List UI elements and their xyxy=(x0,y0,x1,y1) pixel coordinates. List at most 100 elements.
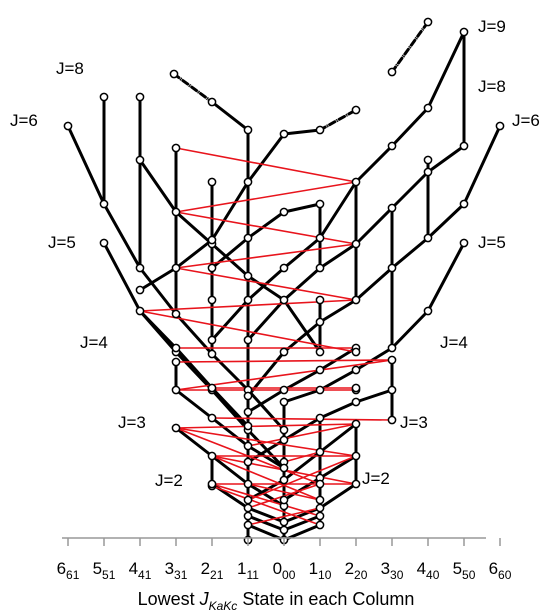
energy-level-node xyxy=(171,207,181,217)
level-line xyxy=(210,30,466,342)
energy-level-node xyxy=(279,207,289,217)
level-line xyxy=(246,422,358,502)
transition-line xyxy=(247,455,357,501)
energy-level-node xyxy=(243,457,253,467)
energy-level-node xyxy=(387,203,397,213)
energy-level-node xyxy=(207,335,217,345)
j-label-left: J=4 xyxy=(80,333,108,352)
j-label-right: J=4 xyxy=(440,333,468,352)
energy-level-node xyxy=(387,385,397,395)
x-axis: 661 551 441 331 221 111 000 110 220 330 440 550 660 … xyxy=(57,537,512,613)
energy-level-node xyxy=(279,475,289,485)
x-tick-label: 440 xyxy=(417,559,440,582)
transition-line xyxy=(175,423,357,429)
energy-level-node xyxy=(207,97,217,107)
energy-level-node xyxy=(207,413,217,423)
energy-level-node xyxy=(135,92,145,102)
energy-level-node xyxy=(243,125,253,135)
energy-level-node xyxy=(315,347,325,357)
energy-level-node xyxy=(315,233,325,243)
x-tick-label: 111 xyxy=(237,559,259,582)
energy-level-node xyxy=(171,357,181,367)
level-line xyxy=(138,95,322,354)
energy-level-node xyxy=(423,306,433,316)
energy-level-node xyxy=(243,495,253,505)
dashed-level-line xyxy=(318,108,358,132)
x-tick-label: 000 xyxy=(273,559,296,582)
energy-level-node xyxy=(243,520,253,530)
energy-level-node xyxy=(315,125,325,135)
energy-level-node xyxy=(423,167,433,177)
energy-level-node xyxy=(315,495,325,505)
energy-level-node xyxy=(279,525,289,535)
energy-level-node xyxy=(459,141,469,151)
energy-level-node xyxy=(315,199,325,209)
energy-level-node xyxy=(243,511,253,521)
energy-level-node xyxy=(171,423,181,433)
energy-level-node xyxy=(171,385,181,395)
x-tick-label: 551 xyxy=(93,559,116,582)
transition-line xyxy=(211,485,321,526)
energy-level-node xyxy=(171,143,181,153)
j-label-left: J=3 xyxy=(118,413,146,432)
energy-level-node xyxy=(351,177,361,187)
energy-level-node xyxy=(279,347,289,357)
transition-line xyxy=(247,483,321,501)
energy-level-node xyxy=(351,397,361,407)
transition-line xyxy=(247,423,357,447)
energy-level-node xyxy=(387,263,397,273)
x-tick-label: 330 xyxy=(381,559,404,582)
energy-level-node xyxy=(387,355,397,365)
x-tick-label: 550 xyxy=(453,559,476,582)
energy-level-node xyxy=(279,129,289,139)
x-tick-label: 110 xyxy=(309,559,332,582)
energy-level-node xyxy=(243,421,253,431)
dashed-level-line xyxy=(172,72,214,104)
energy-level-node xyxy=(243,441,253,451)
energy-level-node xyxy=(351,383,361,393)
transition-lines xyxy=(139,147,393,526)
energy-level-node xyxy=(243,335,253,345)
level-line xyxy=(66,124,286,464)
energy-level-node xyxy=(423,233,433,243)
energy-level-node xyxy=(279,385,289,395)
energy-level-node xyxy=(63,121,73,131)
energy-level-node xyxy=(279,263,289,273)
energy-level-node xyxy=(351,239,361,249)
energy-level-node xyxy=(171,263,181,273)
j-label-right: J=3 xyxy=(400,413,428,432)
energy-level-node xyxy=(495,121,505,131)
energy-level-node xyxy=(243,503,253,513)
transition-line xyxy=(283,451,321,463)
energy-level-node xyxy=(99,238,109,248)
level-line xyxy=(246,124,502,398)
j-label-left: J=5 xyxy=(48,233,76,252)
energy-level-node xyxy=(99,199,109,209)
x-tick-label: 220 xyxy=(345,559,368,582)
energy-level-node xyxy=(387,141,397,151)
energy-level-node xyxy=(351,295,361,305)
energy-level-node xyxy=(171,343,181,353)
energy-level-node xyxy=(243,391,253,401)
transition-line xyxy=(175,211,357,245)
energy-level-node xyxy=(351,419,361,429)
dashed-level-line xyxy=(390,20,430,74)
x-tick-label: 660 xyxy=(489,559,512,582)
energy-level-node xyxy=(315,511,325,521)
energy-level-node xyxy=(423,17,433,27)
energy-level-node xyxy=(315,263,325,273)
energy-level-node xyxy=(315,479,325,489)
energy-level-node xyxy=(279,397,289,407)
level-line xyxy=(102,241,286,470)
x-axis-title: Lowest JKaKc State in each Column xyxy=(138,589,415,613)
energy-level-node xyxy=(315,317,325,327)
energy-level-node xyxy=(351,347,361,357)
x-tick-label: 441 xyxy=(129,559,152,582)
energy-level-node xyxy=(387,343,397,353)
energy-level-node xyxy=(207,479,217,489)
energy-level-node xyxy=(243,407,253,417)
transition-line xyxy=(211,455,321,501)
j-label-right: J=8 xyxy=(478,77,506,96)
x-tick-label: 331 xyxy=(165,559,188,582)
x-tick-label: 221 xyxy=(201,559,224,582)
